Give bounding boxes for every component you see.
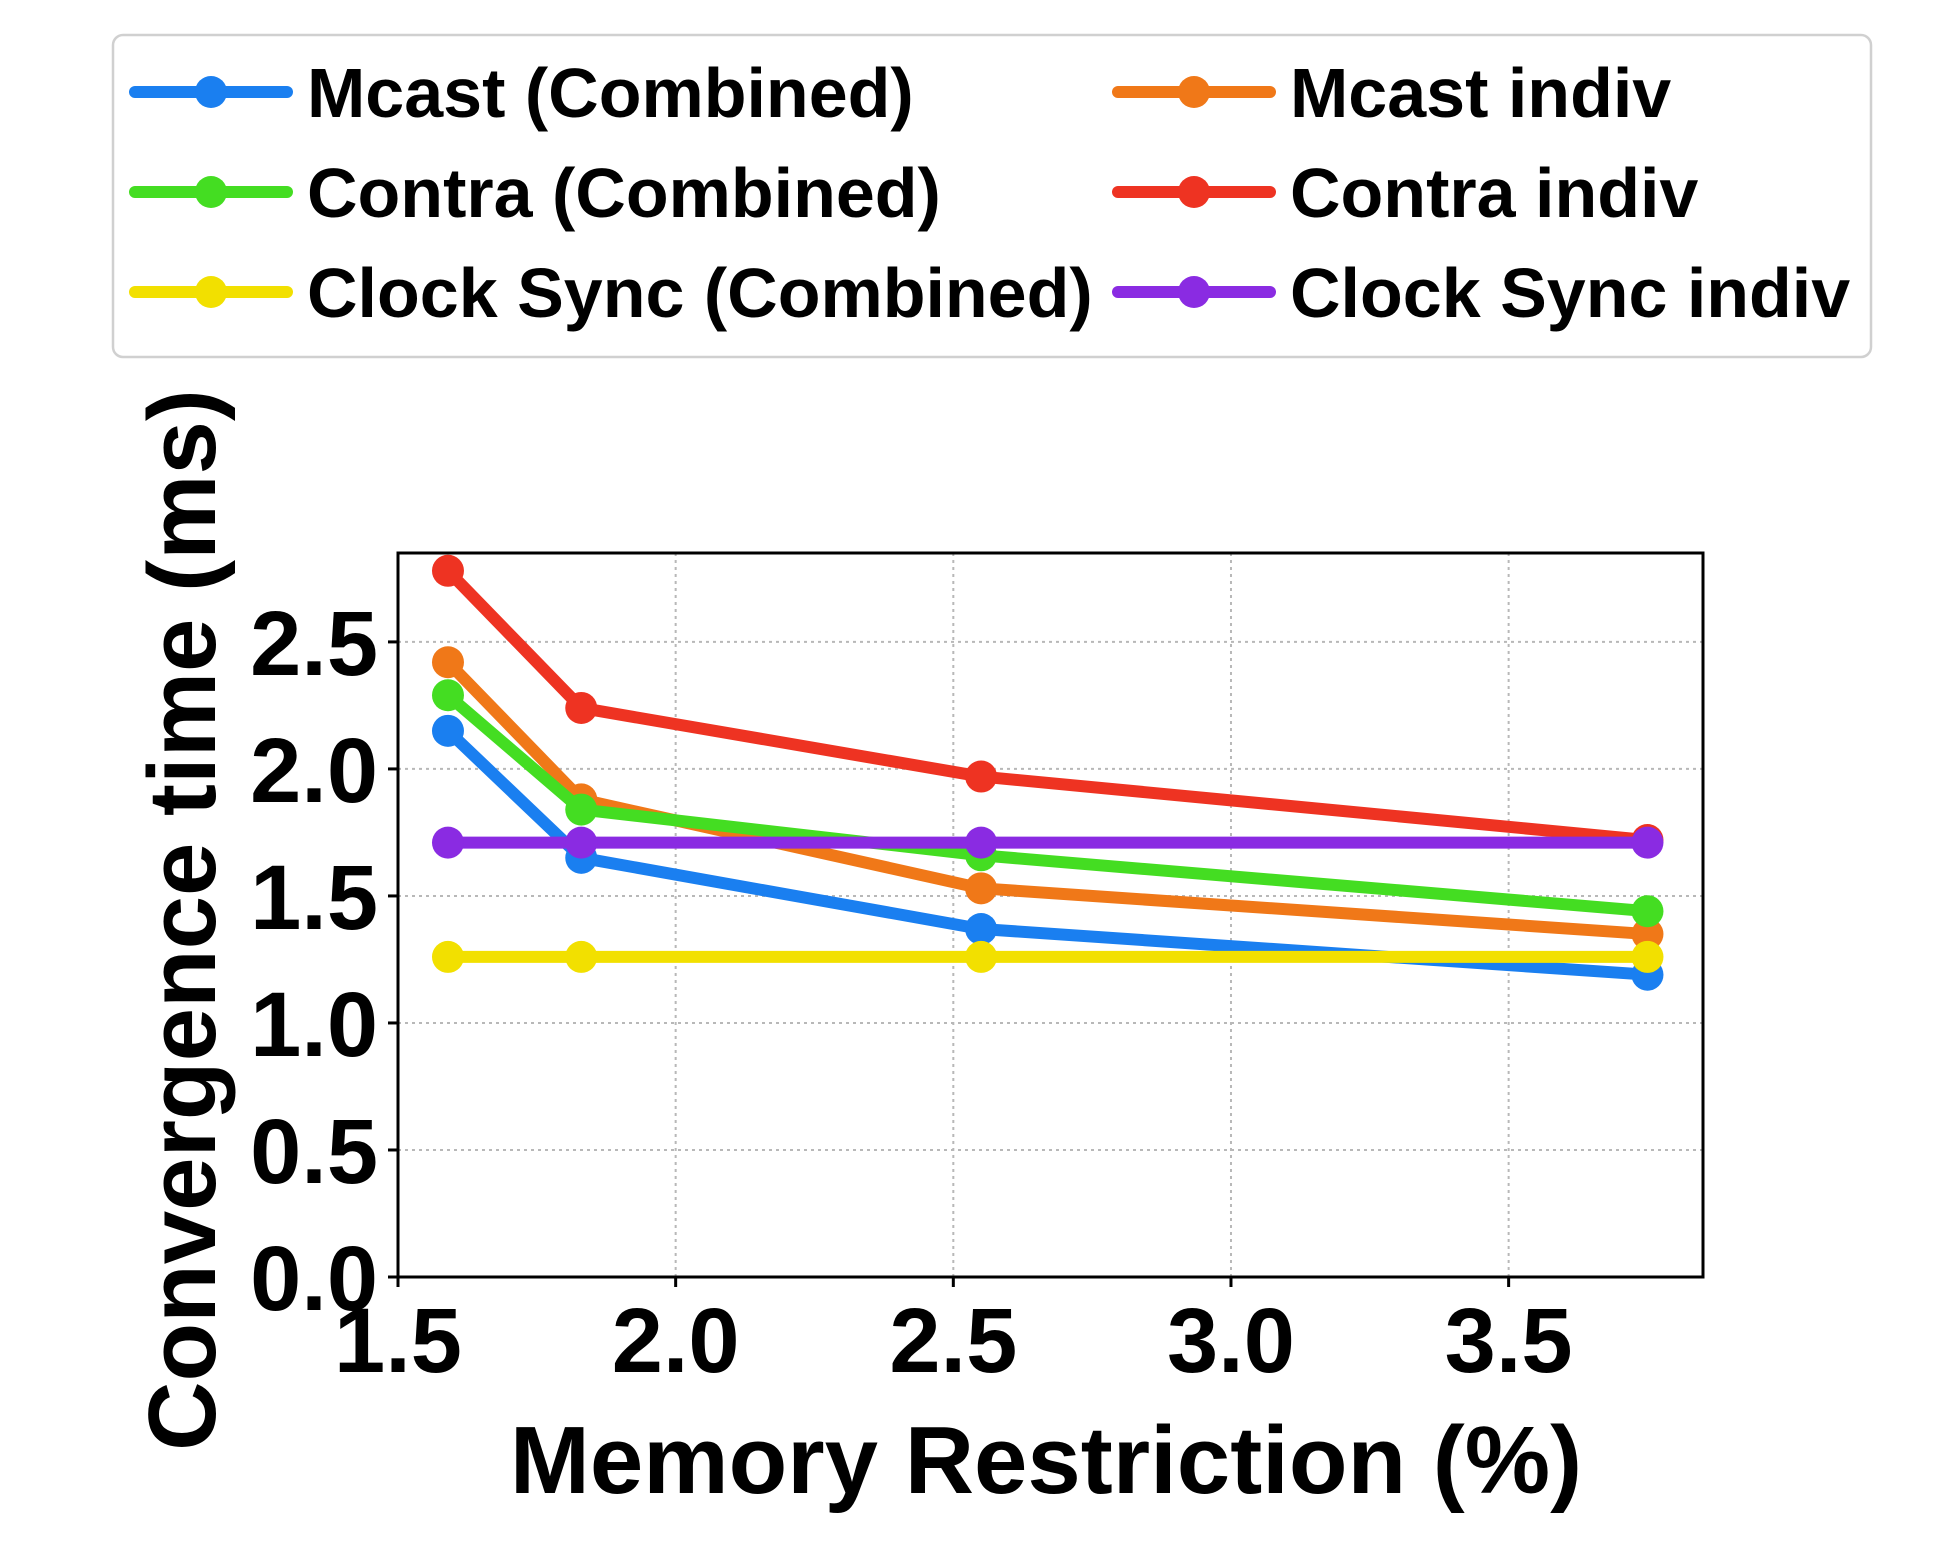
- data-point-clock-sync-combined: [565, 940, 598, 973]
- legend-label: Clock Sync indiv: [1290, 254, 1850, 332]
- data-point-mcast-indiv: [431, 646, 464, 679]
- x-tick-label: 2.5: [889, 1290, 1017, 1392]
- legend-label: Mcast (Combined): [307, 54, 914, 132]
- legend-swatch-marker: [1178, 176, 1210, 208]
- data-point-mcast-indiv: [965, 872, 998, 905]
- legend-swatch-marker: [195, 76, 227, 108]
- y-tick-label: 2.0: [250, 720, 378, 822]
- data-point-clock-sync-indiv: [965, 826, 998, 859]
- data-point-contra-combined: [565, 793, 598, 826]
- legend-label: Clock Sync (Combined): [307, 254, 1093, 332]
- legend: Mcast (Combined) Contra (Combined) Clock S…: [129, 54, 1850, 332]
- data-point-contra-indiv: [565, 691, 598, 724]
- data-point-clock-sync-indiv: [1631, 826, 1664, 859]
- data-point-mcast-combined: [965, 912, 998, 945]
- data-point-mcast-combined: [431, 714, 464, 747]
- grid: [398, 553, 1703, 1277]
- x-axis-label: Memory Restriction (%): [510, 1407, 1582, 1514]
- legend-label: Contra (Combined): [307, 154, 941, 232]
- series-line-contra-combined: [441, 689, 1654, 918]
- series-contra-indiv: [431, 554, 1664, 857]
- x-tick-label: 3.0: [1167, 1290, 1295, 1392]
- data-point-clock-sync-combined: [965, 940, 998, 973]
- data-point-contra-indiv: [431, 554, 464, 587]
- legend-box: [111, 33, 1873, 359]
- data-point-contra-combined: [431, 679, 464, 712]
- x-tick-label: 1.5: [334, 1290, 462, 1392]
- legend-label: Mcast indiv: [1290, 54, 1671, 132]
- legend-item-mcast-indiv: Mcast indiv: [1112, 54, 1671, 132]
- series-group: [431, 554, 1664, 991]
- series-clock-sync-combined: [431, 940, 1664, 973]
- data-point-contra-combined: [1631, 895, 1664, 928]
- y-tick-label: 2.5: [250, 593, 378, 695]
- legend-item-clock-sync-combined: Clock Sync (Combined): [129, 254, 1093, 332]
- y-tick-label: 1.0: [250, 974, 378, 1076]
- legend-swatch-marker: [195, 276, 227, 308]
- y-tick-label: 0.5: [250, 1101, 378, 1203]
- legend-item-clock-sync-indiv: Clock Sync indiv: [1112, 254, 1850, 332]
- data-point-clock-sync-combined: [431, 940, 464, 973]
- y-tick-label: 0.0: [250, 1228, 378, 1330]
- legend-swatch-marker: [1178, 276, 1210, 308]
- data-point-clock-sync-indiv: [431, 826, 464, 859]
- legend-label: Contra indiv: [1290, 154, 1698, 232]
- series-mcast-combined: [431, 714, 1664, 991]
- y-axis-label: Convergence time (ms): [129, 389, 236, 1451]
- x-tick-label: 3.5: [1445, 1290, 1573, 1392]
- series-mcast-indiv: [431, 646, 1664, 951]
- legend-item-contra-indiv: Contra indiv: [1112, 154, 1698, 232]
- ticks: 1.5 2.0 2.5 3.0 3.5 0.0 0.5 1.0 1.5 2.0 2.5: [250, 593, 1572, 1392]
- y-tick-label: 1.5: [250, 847, 378, 949]
- data-point-clock-sync-indiv: [565, 826, 598, 859]
- legend-swatch-marker: [195, 176, 227, 208]
- series-clock-sync-indiv: [431, 826, 1664, 859]
- legend-swatch-marker: [1178, 76, 1210, 108]
- series-line-contra-indiv: [441, 564, 1654, 847]
- data-point-mcast-indiv: [1631, 918, 1664, 951]
- data-point-contra-indiv: [965, 760, 998, 793]
- legend-item-contra-combined: Contra (Combined): [129, 154, 941, 232]
- x-tick-label: 2.0: [612, 1290, 740, 1392]
- data-point-clock-sync-combined: [1631, 940, 1664, 973]
- legend-item-mcast-combined: Mcast (Combined): [129, 54, 914, 132]
- plot-frame: [396, 551, 1705, 1279]
- series-line-mcast-combined: [441, 724, 1654, 981]
